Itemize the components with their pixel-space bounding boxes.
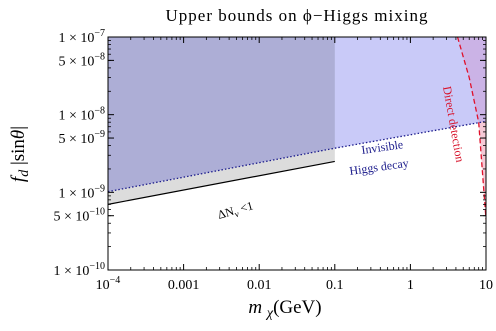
annotation-invisible: Invisible — [360, 137, 404, 157]
annotation-delta-n: ΔNν <1 — [216, 198, 255, 223]
region-delta-n-nu — [108, 148, 335, 205]
x-tick-label: 0.01 — [247, 278, 272, 293]
annotation-higgs-decay: Higgs decay — [348, 156, 409, 178]
x-tick-label: 0.1 — [326, 278, 344, 293]
x-axis-ticks: 10−4 0.001 0.01 0.1 1 10 — [96, 37, 493, 293]
y-tick-label: 1 × 10−10 — [53, 261, 105, 279]
plot-frame — [107, 36, 487, 271]
y-tick-label: 1 × 10−8 — [58, 106, 105, 124]
y-tick-label: 5 × 10−8 — [58, 51, 105, 69]
plot-regions — [108, 37, 486, 270]
region-invisible-deltan-overlap — [108, 37, 335, 192]
y-axis-ticks: 1 × 10−7 5 × 10−8 1 × 10−8 5 × 10−9 1 × 10−9… — [53, 28, 486, 279]
y-axis-label: fd |sinθ| — [8, 126, 32, 182]
y-tick-label: 1 × 10−9 — [58, 183, 105, 201]
x-tick-label: 10−4 — [96, 275, 121, 293]
x-tick-label: 1 — [407, 278, 414, 293]
direct-detection-boundary-line — [456, 37, 486, 220]
y-tick-label: 5 × 10−9 — [58, 129, 105, 147]
x-tick-label: 0.001 — [168, 278, 200, 293]
y-tick-label: 5 × 10−10 — [53, 207, 105, 225]
chart-title: Upper bounds on ϕ−Higgs mixing — [166, 6, 429, 25]
y-tick-label: 1 × 10−7 — [58, 28, 105, 46]
delta-n-boundary-line — [108, 160, 335, 205]
x-axis-label: m χ(GeV) — [248, 297, 321, 321]
region-direct-invisible-overlap — [457, 37, 486, 123]
x-tick-label: 10 — [479, 278, 493, 293]
